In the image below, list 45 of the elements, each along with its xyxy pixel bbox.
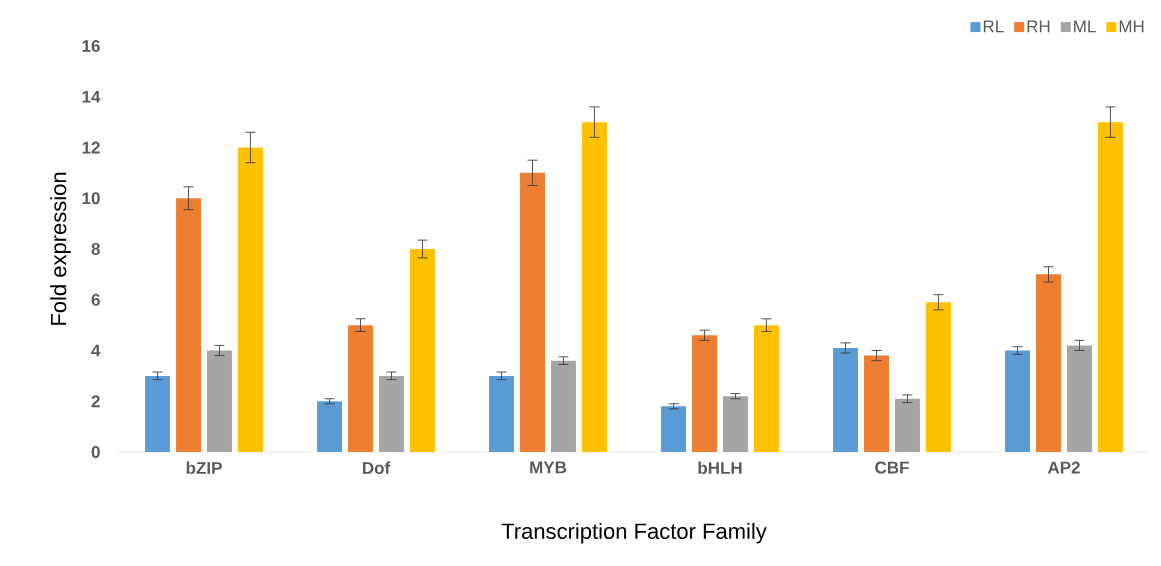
bar	[692, 335, 717, 452]
bar	[409, 249, 435, 452]
y-tick-label: 8	[91, 242, 100, 256]
bar	[723, 396, 748, 452]
legend-label: RL	[983, 20, 1004, 33]
bar	[864, 355, 889, 452]
bar	[207, 350, 232, 452]
bar	[1097, 122, 1123, 452]
bar	[145, 375, 171, 452]
legend-label: RH	[1027, 20, 1050, 33]
bar	[1067, 345, 1092, 452]
y-tick-label: 0	[91, 445, 100, 459]
bar	[925, 302, 951, 452]
bar	[753, 325, 779, 452]
x-tick-label: bZIP	[186, 461, 222, 475]
bar	[348, 325, 373, 452]
y-tick-label: 14	[82, 90, 101, 103]
bar	[833, 347, 859, 452]
bar	[1036, 274, 1061, 452]
x-tick-label: bHLH	[698, 461, 742, 475]
x-tick-label: AP2	[1047, 461, 1080, 474]
x-tick-label: CBF	[875, 461, 909, 474]
y-tick-label: 2	[91, 395, 100, 408]
y-tick-label: 4	[91, 344, 101, 357]
y-tick-label: 12	[82, 141, 100, 154]
bar	[520, 172, 545, 452]
x-tick-label: MYB	[530, 461, 567, 474]
x-axis-title: Transcription Factor Family	[501, 522, 767, 544]
bar	[379, 375, 404, 452]
y-tick-label: 6	[91, 293, 100, 306]
bar	[317, 401, 343, 452]
bar	[237, 147, 263, 452]
bar	[176, 198, 201, 452]
bar	[489, 375, 515, 452]
y-tick-label: 10	[82, 192, 100, 205]
y-axis-title: Fold expression	[50, 172, 71, 325]
x-tick-label: Dof	[362, 461, 391, 475]
y-tick-label: 16	[82, 39, 100, 53]
bar	[551, 360, 576, 452]
bar	[895, 398, 920, 452]
legend-label: ML	[1074, 20, 1096, 33]
legend-label: MH	[1119, 20, 1144, 33]
bar	[661, 406, 687, 452]
bar	[1005, 350, 1031, 452]
bar	[581, 122, 607, 452]
